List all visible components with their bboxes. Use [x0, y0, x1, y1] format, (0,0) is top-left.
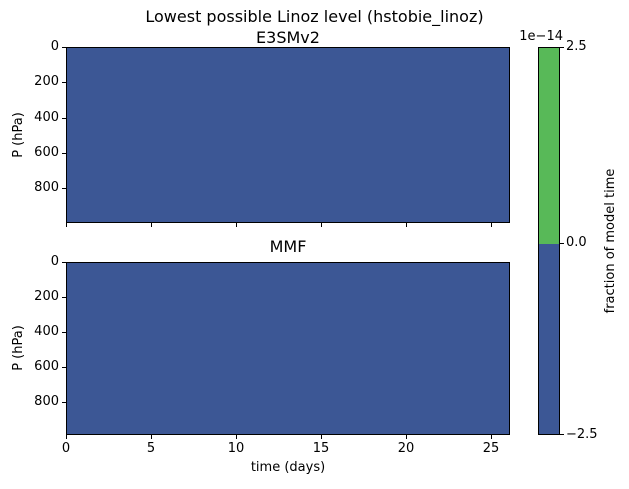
colorbar-tick-label: −2.5 [566, 427, 598, 442]
x-tick-mark [151, 435, 152, 439]
panel-title-e3smv2: E3SMv2 [256, 28, 320, 47]
y-axis-label-e3smv2: P (hPa) [11, 112, 26, 158]
y-tick-label: 800 [34, 180, 59, 195]
y-tick-mark [62, 367, 66, 368]
x-tick-label: 10 [227, 441, 245, 456]
x-tick-mark [406, 435, 407, 439]
y-tick-mark [62, 332, 66, 333]
y-axis-label-mmf: P (hPa) [11, 325, 26, 371]
colorbar-tick-mark [560, 434, 564, 435]
x-tick-label: 15 [312, 441, 330, 456]
x-tick-mark [66, 223, 67, 227]
y-tick-label: 600 [34, 359, 59, 374]
y-tick-mark [62, 47, 66, 48]
x-tick-mark [321, 223, 322, 227]
figure-suptitle: Lowest possible Linoz level (hstobie_lin… [145, 7, 484, 26]
x-tick-mark [321, 435, 322, 439]
x-tick-mark [151, 223, 152, 227]
colorbar-label: fraction of model time [603, 168, 618, 314]
panel-title-mmf: MMF [269, 237, 307, 256]
y-tick-mark [62, 262, 66, 263]
x-tick-label: 25 [482, 441, 500, 456]
x-axis-label: time (days) [250, 460, 326, 475]
x-tick-label: 0 [61, 441, 71, 456]
x-tick-label: 5 [146, 441, 156, 456]
colorbar [538, 47, 560, 435]
y-tick-mark [62, 402, 66, 403]
y-tick-mark [62, 297, 66, 298]
y-tick-label: 800 [34, 394, 59, 409]
x-tick-mark [236, 223, 237, 227]
y-tick-label: 400 [34, 324, 59, 339]
x-tick-mark [66, 435, 67, 439]
y-tick-mark [62, 118, 66, 119]
x-tick-mark [406, 223, 407, 227]
x-tick-mark [491, 435, 492, 439]
y-tick-label: 0 [50, 39, 59, 54]
x-tick-mark [491, 223, 492, 227]
colorbar-offset-text: 1e−14 [519, 29, 563, 44]
y-tick-mark [62, 153, 66, 154]
y-tick-label: 200 [34, 74, 59, 89]
colorbar-tick-mark [560, 243, 564, 244]
y-tick-label: 600 [34, 145, 59, 160]
x-tick-mark [236, 435, 237, 439]
y-tick-label: 0 [50, 254, 59, 269]
y-tick-mark [62, 82, 66, 83]
x-tick-label: 20 [397, 441, 415, 456]
y-tick-label: 400 [34, 110, 59, 125]
colorbar-tick-label: 0.0 [566, 235, 587, 250]
colorbar-tick-mark [560, 47, 564, 48]
colorbar-negative-segment [539, 244, 559, 434]
y-tick-mark [62, 188, 66, 189]
plot-area-mmf [66, 262, 510, 435]
y-tick-label: 200 [34, 289, 59, 304]
colorbar-tick-label: 2.5 [566, 39, 587, 54]
colorbar-positive-segment [539, 48, 559, 244]
plot-area-e3smv2 [66, 47, 510, 223]
